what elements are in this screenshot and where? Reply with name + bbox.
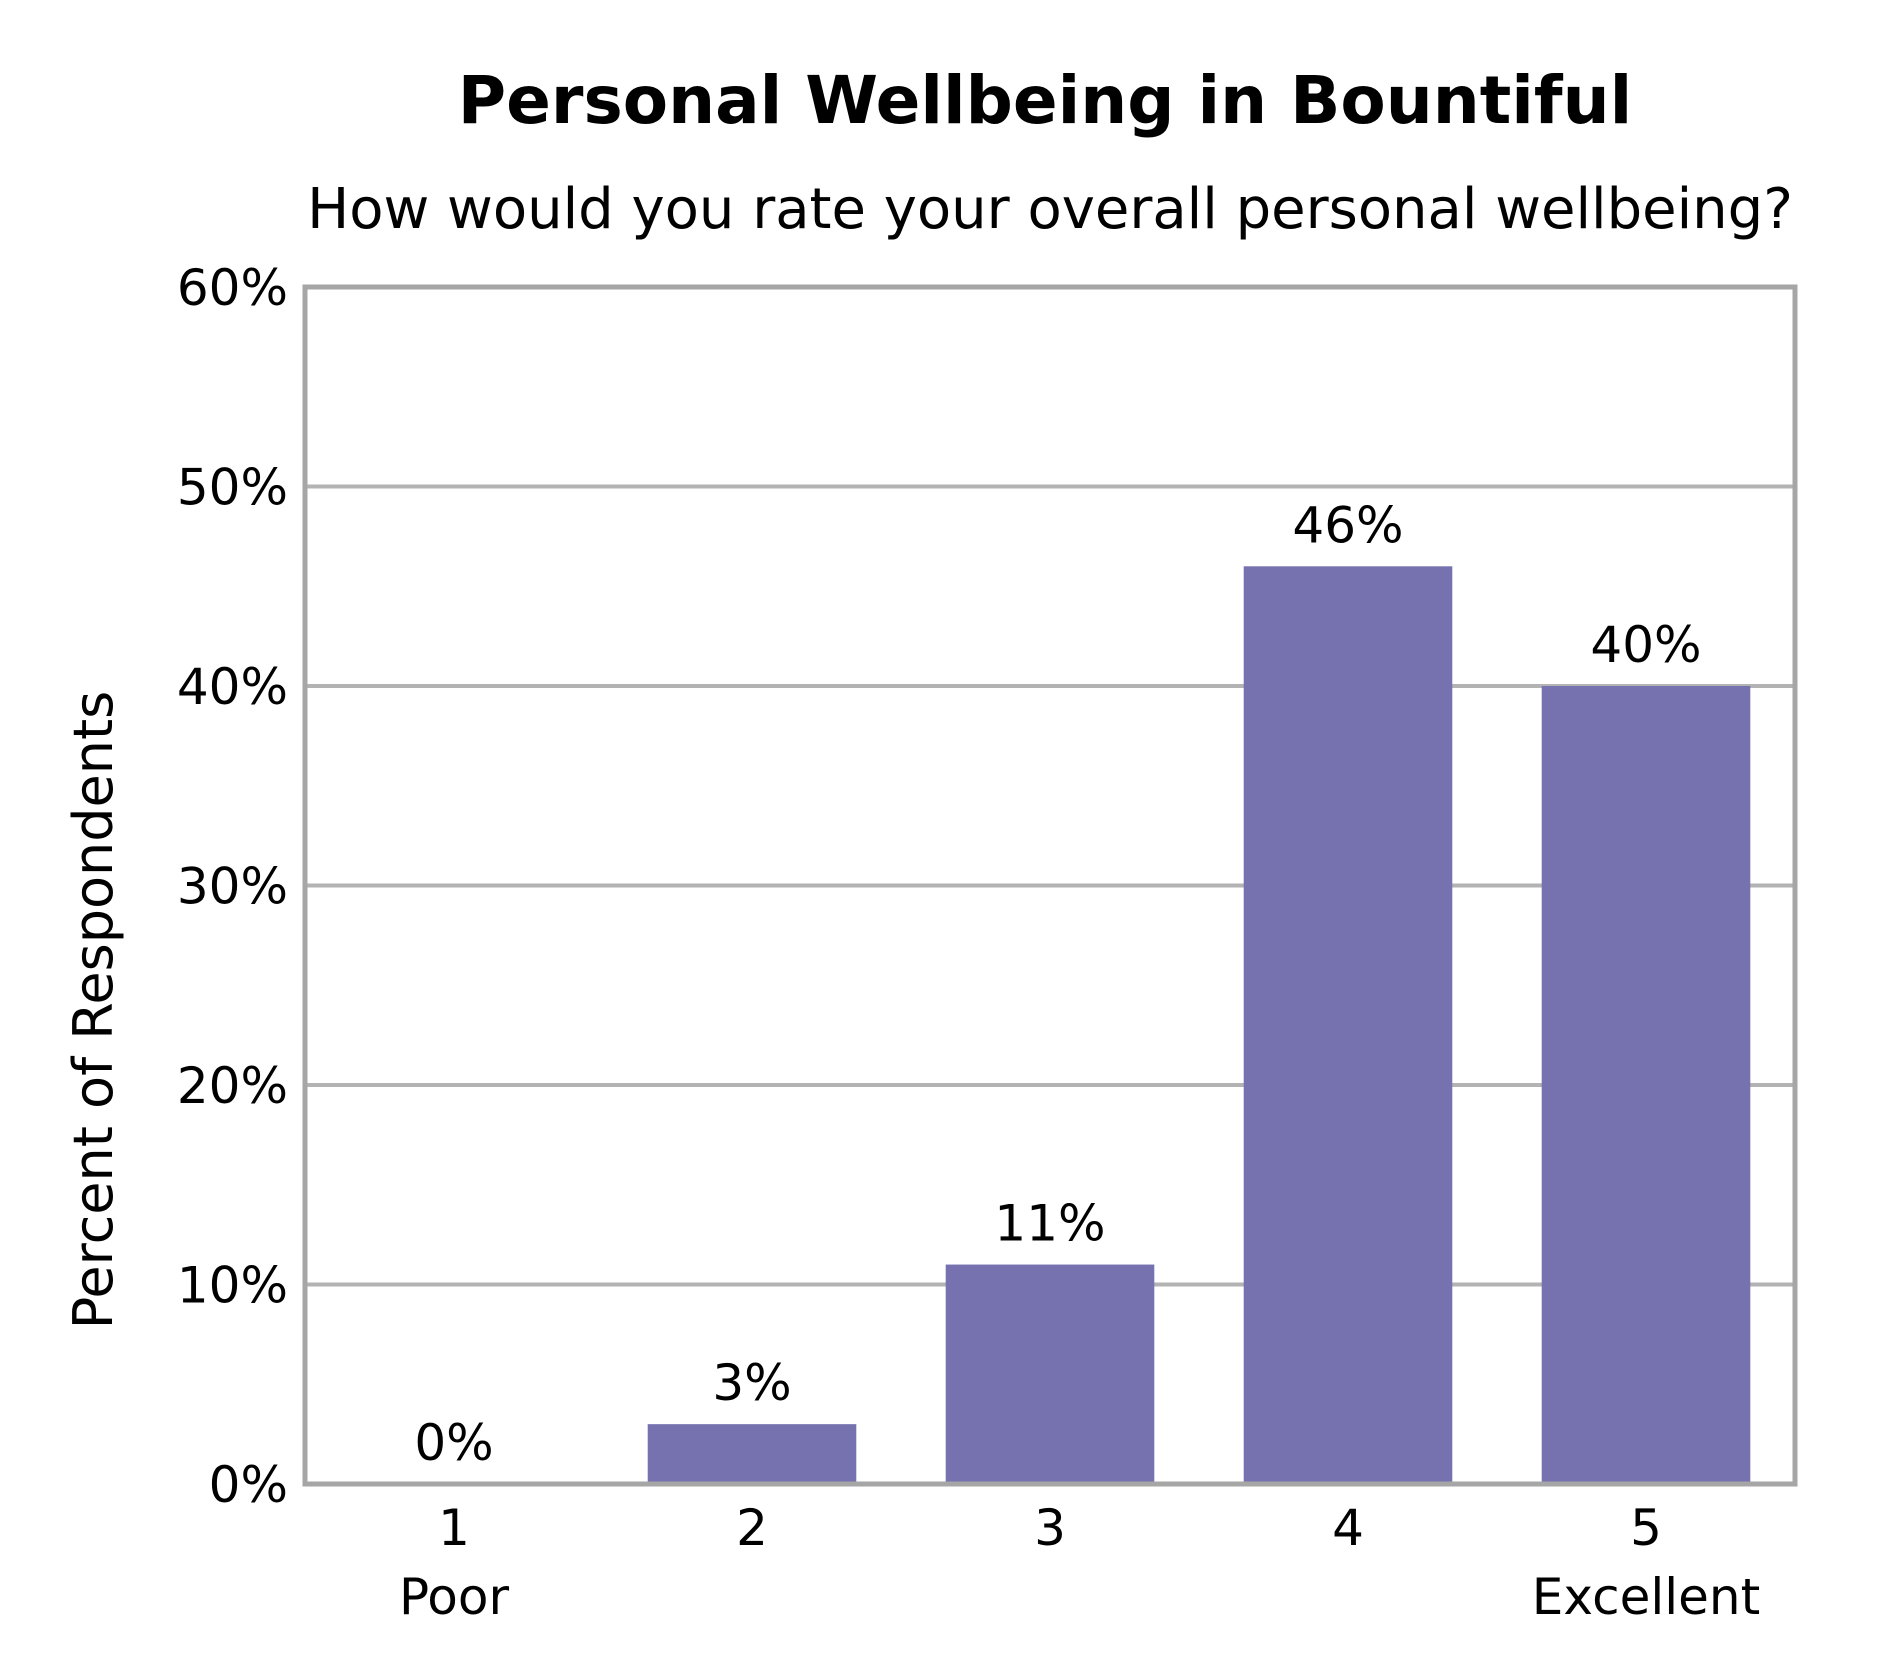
x-tick-sublabel: Poor <box>399 1568 510 1626</box>
y-axis-ticks: 0% 10% 20% 30% 40% 50% 60% <box>177 259 288 1514</box>
y-tick-label: 10% <box>177 1257 288 1315</box>
y-tick-label: 30% <box>177 858 288 916</box>
x-tick-label: 4 <box>1332 1499 1364 1557</box>
bar <box>1243 566 1453 1484</box>
y-tick-label: 40% <box>177 658 288 716</box>
plot-frame <box>302 284 1798 1487</box>
bar <box>1541 686 1751 1484</box>
data-label: 40% <box>1590 616 1701 674</box>
x-tick-label: 3 <box>1034 1499 1066 1557</box>
y-tick-label: 0% <box>209 1456 288 1514</box>
y-tick-label: 20% <box>177 1057 288 1115</box>
x-tick-label: 1 <box>438 1499 470 1557</box>
bars <box>647 566 1751 1484</box>
y-tick-label: 60% <box>177 259 288 317</box>
data-label: 3% <box>712 1354 791 1412</box>
chart-title: Personal Wellbeing in Bountiful <box>458 62 1632 139</box>
data-label: 11% <box>994 1195 1105 1253</box>
bar <box>647 1424 857 1484</box>
bar <box>945 1264 1155 1484</box>
x-tick-sublabel: Excellent <box>1532 1568 1760 1626</box>
y-tick-label: 50% <box>177 459 288 517</box>
data-label: 0% <box>414 1414 493 1472</box>
chart-subtitle: How would you rate your overall personal… <box>307 177 1793 242</box>
data-label: 46% <box>1292 496 1403 554</box>
data-labels: 0% 3% 11% 46% 40% <box>414 496 1701 1472</box>
x-tick-label: 5 <box>1630 1499 1662 1557</box>
x-tick-label: 2 <box>736 1499 768 1557</box>
y-axis-label: Percent of Respondents <box>62 691 125 1330</box>
x-axis-ticks: 1 Poor 2 3 4 5 Excellent <box>399 1499 1760 1626</box>
